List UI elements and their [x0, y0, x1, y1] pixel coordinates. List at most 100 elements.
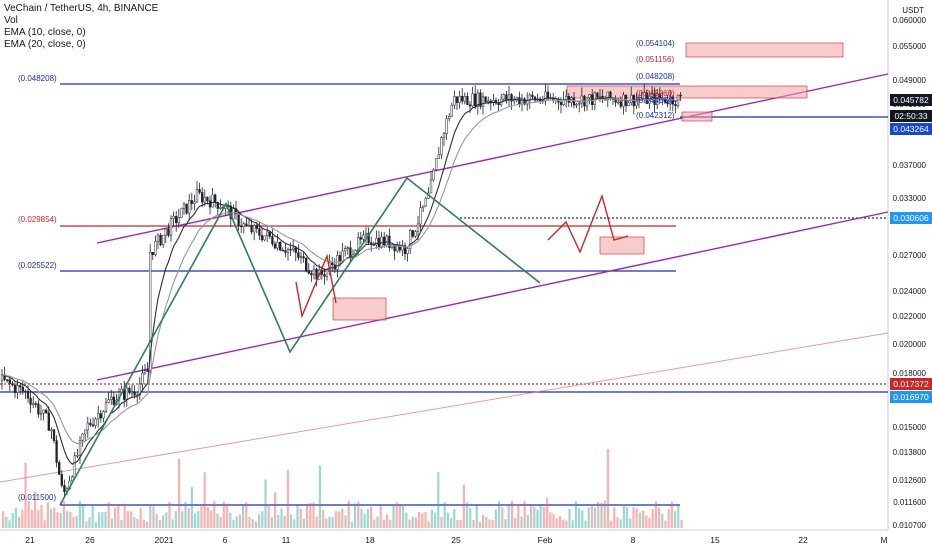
candle-body [598, 96, 602, 98]
candle-body [409, 230, 412, 250]
volume-bar [315, 516, 318, 528]
candle-body [414, 231, 417, 237]
volume-bar [30, 509, 33, 528]
volume-bar [280, 508, 283, 528]
candle-body [284, 250, 287, 253]
y-tick-label: 0.060000 [893, 16, 927, 25]
candle-body [476, 92, 479, 107]
candle-body [362, 234, 365, 240]
volume-bar [408, 519, 411, 528]
volume-bar [66, 511, 69, 528]
volume-bar [590, 506, 593, 528]
volume-bar [261, 511, 264, 528]
level-annotation: (0.042312) [636, 111, 675, 120]
volume-bar [248, 517, 251, 528]
candle-body [193, 201, 196, 204]
volume-bar [501, 507, 504, 528]
volume-bar [299, 508, 302, 528]
volume-bar [69, 512, 72, 528]
candle-body [286, 248, 290, 253]
volume-bar [107, 502, 110, 528]
price-label-bg [890, 212, 932, 224]
y-tick-label: 0.012600 [893, 476, 927, 485]
price-label: 0.030606 [893, 213, 929, 223]
candle-body [411, 230, 414, 237]
candle-body [292, 247, 295, 251]
candle-body [245, 223, 248, 226]
candle-body [666, 102, 669, 105]
candle-body [474, 93, 477, 107]
candle-body [377, 237, 381, 248]
volume-bar [680, 519, 683, 528]
volume-bar [357, 501, 360, 528]
candle-body [463, 95, 466, 102]
volume-bar [2, 511, 5, 528]
legend-vol: Vol [4, 15, 18, 26]
level-annotation: (0.048208) [18, 74, 57, 83]
volume-bar [254, 521, 257, 528]
y-tick-label: 0.037000 [893, 161, 927, 170]
candle-body [341, 250, 344, 262]
volume-bar [603, 500, 606, 528]
volume-bar [14, 507, 17, 528]
volume-bar [286, 469, 289, 528]
candle-body [585, 97, 589, 107]
candle-body [172, 216, 175, 219]
volume-bar [498, 501, 501, 528]
price-label: 0.045782 [893, 95, 929, 105]
volume-bar [78, 500, 81, 528]
volume-bar [491, 519, 494, 528]
volume-bar [619, 519, 622, 528]
volume-bar [302, 518, 305, 528]
candle-body [398, 244, 401, 251]
volume-bar [200, 506, 203, 528]
candle-body [167, 228, 170, 236]
candle-body [190, 200, 193, 204]
y-tick-label: 0.011600 [893, 498, 926, 507]
volume-bar [171, 519, 174, 528]
candle-body [432, 169, 435, 181]
candle-body [73, 455, 76, 478]
price-label: 0.016970 [893, 392, 929, 402]
candle-body [52, 429, 56, 441]
candle-body [325, 269, 329, 277]
level-annotation: (0.051156) [636, 55, 674, 64]
volume-bar [542, 506, 545, 528]
candle-body [102, 411, 105, 419]
target-zone-right [599, 236, 645, 255]
volume-bar [158, 520, 161, 528]
volume-bar [37, 509, 40, 528]
candle-body [388, 235, 391, 248]
candle-body [37, 403, 40, 415]
ema20-line [1, 98, 681, 445]
candle-body [614, 99, 617, 103]
candle-body [606, 91, 609, 101]
volume-bar [402, 504, 405, 528]
volume-bar [88, 517, 91, 528]
candle-body [458, 96, 461, 103]
candle-body [630, 94, 633, 103]
candle-body [635, 99, 638, 107]
candle-body [437, 154, 440, 159]
volume-bar [203, 472, 206, 528]
volume-bar [232, 520, 235, 528]
volume-bar [424, 512, 427, 528]
volume-bar [462, 484, 465, 528]
candle-body [32, 403, 35, 405]
candle-body [572, 97, 576, 106]
candle-body [11, 383, 14, 386]
volume-bar [485, 517, 488, 528]
candle-body [544, 91, 547, 101]
x-tick-label: 15 [710, 535, 720, 545]
candle-body [26, 391, 30, 399]
volume-bar [558, 515, 561, 528]
volume-bar [667, 509, 670, 528]
candle-body [448, 115, 451, 120]
volume-bar [405, 512, 408, 528]
volume-bar [245, 502, 248, 528]
price-label-bg [890, 378, 932, 390]
volume-bar [216, 513, 219, 528]
x-tick-label: 22 [798, 535, 808, 545]
volume-bar [283, 515, 286, 528]
